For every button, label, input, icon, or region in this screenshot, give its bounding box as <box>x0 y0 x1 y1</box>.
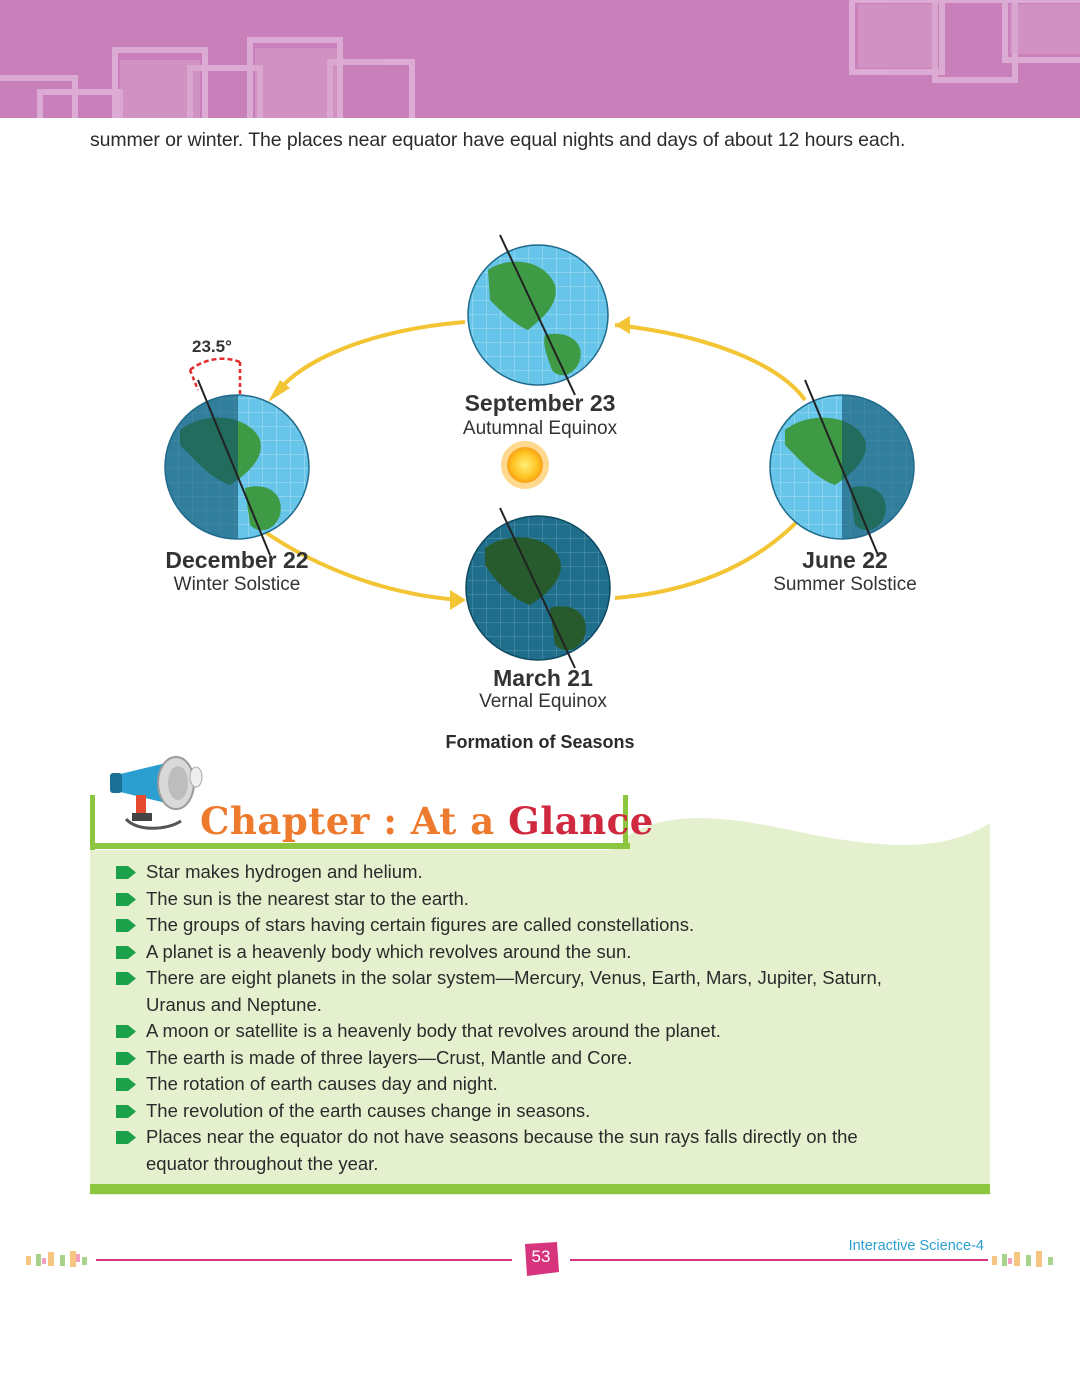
bullet-arrow-icon <box>116 1131 136 1144</box>
label-march-date: March 21 <box>493 665 593 691</box>
list-item: The rotation of earth causes day and nig… <box>116 1071 956 1098</box>
list-item: The earth is made of three layers—Crust,… <box>116 1045 956 1072</box>
intro-paragraph: summer or winter. The places near equato… <box>90 129 906 151</box>
glance-title-part1: Chapter : At a <box>200 799 495 843</box>
glance-background <box>90 795 990 1195</box>
footer-decoration-right-icon <box>992 1251 1053 1267</box>
top-banner <box>0 0 1080 118</box>
bullet-arrow-icon <box>116 1078 136 1091</box>
list-item: Places near the equator do not have seas… <box>116 1124 956 1177</box>
label-march-name: Vernal Equinox <box>479 691 607 712</box>
bullet-arrow-icon <box>116 972 136 985</box>
list-item: There are eight planets in the solar sys… <box>116 965 956 1018</box>
label-december-date: December 22 <box>165 547 308 573</box>
globe-june-icon <box>769 379 915 556</box>
seasons-diagram: 23.5° <box>150 230 930 715</box>
bullet-arrow-icon <box>116 945 136 959</box>
glance-points-list: Star makes hydrogen and helium. The sun … <box>116 859 956 1177</box>
label-september-name: Autumnal Equinox <box>463 418 618 439</box>
chapter-at-a-glance: Chapter : At a Glance Star makes hydroge… <box>90 755 990 1195</box>
list-item: Star makes hydrogen and helium. <box>116 859 956 886</box>
label-june-name: Summer Solstice <box>773 574 917 595</box>
sun-icon <box>501 441 549 489</box>
list-item: A planet is a heavenly body which revolv… <box>116 939 956 966</box>
bullet-arrow-icon <box>116 919 136 932</box>
footer-line-right <box>570 1259 988 1261</box>
bullet-arrow-icon <box>116 866 136 879</box>
page-footer: 53 Interactive Science-4 <box>0 1230 1080 1290</box>
label-september-date: September 23 <box>465 390 616 416</box>
glance-title-part2: Glance <box>508 799 654 843</box>
footer-decoration-left-icon <box>26 1251 87 1267</box>
label-december-name: Winter Solstice <box>174 574 301 595</box>
figure-caption: Formation of Seasons <box>445 732 635 752</box>
bullet-arrow-icon <box>116 1025 136 1038</box>
globe-september-icon <box>467 234 609 396</box>
page-number: 53 <box>521 1240 561 1278</box>
globe-march-icon <box>465 507 611 669</box>
angle-label: 23.5° <box>192 337 232 356</box>
list-item: The sun is the nearest star to the earth… <box>116 886 956 913</box>
bullet-arrow-icon <box>116 1051 136 1065</box>
book-name: Interactive Science-4 <box>848 1238 984 1254</box>
list-item: The groups of stars having certain figur… <box>116 912 956 939</box>
list-item: A moon or satellite is a heavenly body t… <box>116 1018 956 1045</box>
label-june-date: June 22 <box>802 547 888 573</box>
bullet-arrow-icon <box>116 892 136 906</box>
list-item: The revolution of the earth causes chang… <box>116 1098 956 1125</box>
bullet-arrow-icon <box>116 1104 136 1118</box>
megaphone-icon <box>106 755 218 835</box>
glance-title: Chapter : At a Glance <box>200 799 654 843</box>
footer-line-left <box>96 1259 512 1261</box>
